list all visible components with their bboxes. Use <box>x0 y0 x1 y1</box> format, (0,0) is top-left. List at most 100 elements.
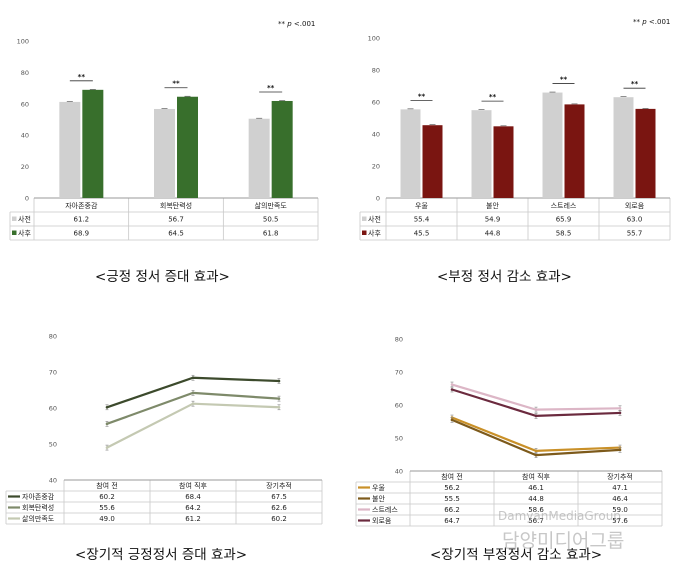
y-tick-label: 50 <box>49 441 57 449</box>
bar <box>635 108 656 198</box>
table-value: 47.1 <box>612 484 628 492</box>
data-point <box>105 405 109 409</box>
y-tick-label: 40 <box>21 132 29 140</box>
table-value: 58.5 <box>556 230 572 238</box>
table-value: 55.6 <box>99 504 115 512</box>
data-point <box>105 422 109 426</box>
legend-label: 스트레스 <box>372 505 398 514</box>
category-label: 장기추적 <box>266 481 292 490</box>
table-value: 57.6 <box>612 517 628 525</box>
table-value: 60.2 <box>99 493 115 501</box>
data-point <box>105 446 109 449</box>
data-point <box>277 397 281 400</box>
table-value: 44.8 <box>528 495 544 503</box>
watermark-korean: 담양미디어그룹 <box>502 530 625 552</box>
sig-p: p <box>287 20 292 28</box>
legend-label: 회복탄력성 <box>22 503 54 512</box>
y-tick-label: 50 <box>395 435 403 443</box>
bar <box>564 104 585 198</box>
table-value: 46.1 <box>528 484 544 492</box>
legend-swatch <box>12 216 17 221</box>
bar <box>248 118 270 198</box>
y-tick-label: 0 <box>25 195 29 203</box>
y-tick-label: 20 <box>372 163 380 171</box>
table-value: 55.7 <box>627 230 643 238</box>
table-value: 64.7 <box>444 517 460 525</box>
category-label: 장기추적 <box>607 472 633 481</box>
sig-p: p <box>642 18 647 26</box>
bar <box>471 110 492 198</box>
bar <box>422 125 443 198</box>
y-tick-label: 80 <box>395 336 403 344</box>
data-point <box>191 376 195 380</box>
y-tick-label: 60 <box>21 100 29 108</box>
category-label: 불안 <box>486 201 499 210</box>
table-value: 62.6 <box>271 504 287 512</box>
bar <box>493 126 514 198</box>
table-value: 66.2 <box>444 506 460 514</box>
legend-label: 불안 <box>372 494 385 503</box>
table-value: 50.5 <box>263 216 279 224</box>
y-tick-label: 100 <box>17 38 29 46</box>
caption-longterm-negative: <장기적 부정정서 감소 효과> <box>430 547 603 563</box>
table-value: 44.8 <box>485 230 501 238</box>
table-value: 63.0 <box>627 216 643 224</box>
category-label: 참여 전 <box>441 472 463 481</box>
bar <box>271 100 293 198</box>
caption-positive-emotion: <긍정 정서 증대 효과> <box>95 269 230 285</box>
table-value: 64.2 <box>185 504 201 512</box>
significance-note-left: ** p <.001 <box>278 20 315 28</box>
data-point <box>618 448 622 452</box>
bar <box>400 109 421 198</box>
legend-label: 우울 <box>372 484 385 492</box>
y-tick-label: 40 <box>395 468 403 476</box>
significance-mark: ** <box>489 93 497 101</box>
significance-mark: ** <box>418 92 426 100</box>
table-value: 68.9 <box>74 230 90 238</box>
bar <box>59 101 81 198</box>
table-value: 61.2 <box>185 515 201 523</box>
table-value: 60.2 <box>271 515 287 523</box>
significance-mark: ** <box>267 84 275 92</box>
table-value: 68.4 <box>185 493 201 501</box>
table-value: 67.5 <box>271 493 287 501</box>
data-point <box>534 449 538 453</box>
y-tick-label: 60 <box>372 99 380 107</box>
data-point <box>450 418 454 422</box>
legend-label: 사전 <box>18 215 31 224</box>
y-tick-label: 60 <box>395 402 403 410</box>
significance-mark: ** <box>560 76 568 84</box>
legend-swatch <box>362 230 367 235</box>
legend-swatch <box>362 216 367 221</box>
category-label: 삶의만족도 <box>255 201 288 210</box>
caption-longterm-positive: <장기적 긍정정서 증대 효과> <box>75 547 248 563</box>
table-value: 59.0 <box>612 506 628 514</box>
table-value: 56.7 <box>168 216 184 224</box>
table-value: 61.8 <box>263 230 279 238</box>
series-line <box>451 416 621 452</box>
table-value: 56.7 <box>528 517 544 525</box>
data-point <box>191 391 195 395</box>
table-value: 55.5 <box>444 495 460 503</box>
data-point <box>450 383 454 386</box>
legend-label: 사후 <box>18 229 31 238</box>
watermark-latin: DamyanMediaGroup <box>498 509 621 523</box>
data-point <box>277 379 281 383</box>
significance-mark: ** <box>172 80 180 88</box>
category-label: 자아존중감 <box>65 201 98 210</box>
y-tick-label: 60 <box>49 405 57 413</box>
y-tick-label: 80 <box>49 333 57 341</box>
y-tick-label: 70 <box>49 369 57 377</box>
y-tick-label: 100 <box>368 35 380 43</box>
category-label: 참여 전 <box>96 481 118 490</box>
data-point <box>277 405 281 409</box>
data-point <box>534 414 538 418</box>
table-value: 61.2 <box>74 216 90 224</box>
data-point <box>534 453 538 457</box>
category-label: 참여 직후 <box>522 472 551 481</box>
y-tick-label: 80 <box>372 67 380 75</box>
y-tick-label: 20 <box>21 163 29 171</box>
table-value: 49.0 <box>99 515 115 523</box>
data-point <box>534 408 538 411</box>
